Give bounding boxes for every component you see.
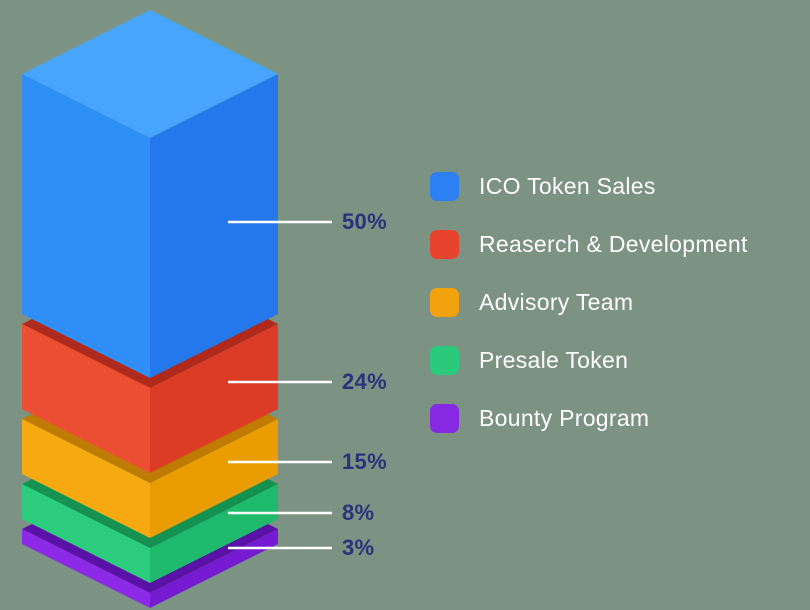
legend-item-ico-token-sales: ICO Token Sales <box>430 172 748 201</box>
legend-item-label: Bounty Program <box>479 405 650 431</box>
legend-item-label: Advisory Team <box>479 289 634 315</box>
segment-ico-token-sales <box>22 10 278 378</box>
legend-item-advisory-team: Advisory Team <box>430 288 748 317</box>
legend-item-presale-token: Presale Token <box>430 346 748 375</box>
percent-label-15: 15% <box>342 449 387 474</box>
percent-label-8: 8% <box>342 500 375 525</box>
legend: ICO Token Sales Reaserch & Development A… <box>430 172 748 433</box>
legend-swatch-red <box>430 230 459 259</box>
segment-orange-left-face <box>22 419 150 538</box>
segment-green-right-face <box>150 484 278 583</box>
segment-green-left-face <box>22 484 150 583</box>
segment-red-right-face <box>150 324 278 473</box>
segment-blue-right-face <box>150 74 278 378</box>
legend-item-research-development: Reaserch & Development <box>430 230 748 259</box>
percent-label-3: 3% <box>342 535 375 560</box>
percent-label-24: 24% <box>342 369 387 394</box>
legend-item-bounty-program: Bounty Program <box>430 404 748 433</box>
legend-item-label: Presale Token <box>479 347 629 373</box>
segment-purple-left-face <box>22 529 150 608</box>
segment-orange-right-face <box>150 419 278 538</box>
legend-swatch-blue <box>430 172 459 201</box>
legend-swatch-purple <box>430 404 459 433</box>
leader-lines <box>228 220 332 550</box>
legend-item-label: ICO Token Sales <box>479 173 656 199</box>
legend-item-label: Reaserch & Development <box>479 231 748 257</box>
percent-label-50: 50% <box>342 209 387 234</box>
segment-blue-left-face <box>22 74 150 378</box>
legend-swatch-green <box>430 346 459 375</box>
segment-red-left-face <box>22 324 150 473</box>
legend-swatch-orange <box>430 288 459 317</box>
